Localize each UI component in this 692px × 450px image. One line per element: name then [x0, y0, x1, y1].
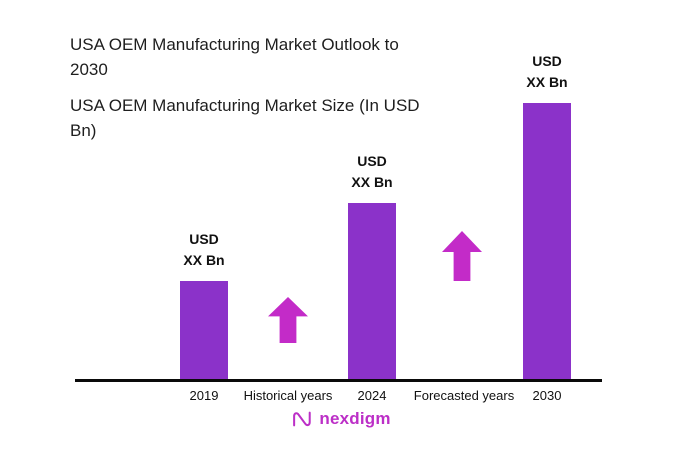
x-tick-2030: 2030: [532, 388, 562, 403]
brand-logo: nexdigm: [291, 408, 390, 430]
bar-2030: [523, 103, 571, 380]
chart-header: USA OEM Manufacturing Market Outlook to …: [70, 33, 470, 144]
x-tick-2019: 2019: [189, 388, 219, 403]
nexdigm-wave-icon: [291, 408, 313, 430]
x-annotation-historical-years: Historical years: [243, 388, 333, 403]
brand-logo-text: nexdigm: [319, 409, 391, 428]
bar-2024: [348, 203, 396, 380]
up-arrow-historical: [268, 297, 308, 343]
bar-group-2019: USD XX Bn: [159, 229, 249, 380]
bar-value-line2: XX Bn: [183, 252, 225, 269]
x-tick-2024: 2024: [357, 388, 387, 403]
bar-value-line2: XX Bn: [526, 74, 568, 91]
bar-group-2030: USD XX Bn: [502, 51, 592, 380]
bar-value-line1: USD: [189, 230, 219, 247]
bar-value-line1: USD: [532, 52, 562, 69]
x-axis-line: [75, 379, 602, 382]
bar-value-label: USD XX Bn: [351, 151, 392, 194]
bar-value-label: USD XX Bn: [526, 51, 567, 94]
bar-value-line2: XX Bn: [351, 174, 393, 191]
chart-title: USA OEM Manufacturing Market Outlook to …: [70, 35, 399, 79]
chart-subtitle: USA OEM Manufacturing Market Size (In US…: [70, 96, 420, 140]
bar-value-label: USD XX Bn: [183, 229, 224, 272]
bar-group-2024: USD XX Bn: [327, 151, 417, 380]
bar-2019: [180, 281, 228, 380]
up-arrow-forecasted: [442, 231, 482, 281]
bar-value-line1: USD: [357, 152, 387, 169]
x-annotation-forecasted-years: Forecasted years: [413, 388, 515, 403]
